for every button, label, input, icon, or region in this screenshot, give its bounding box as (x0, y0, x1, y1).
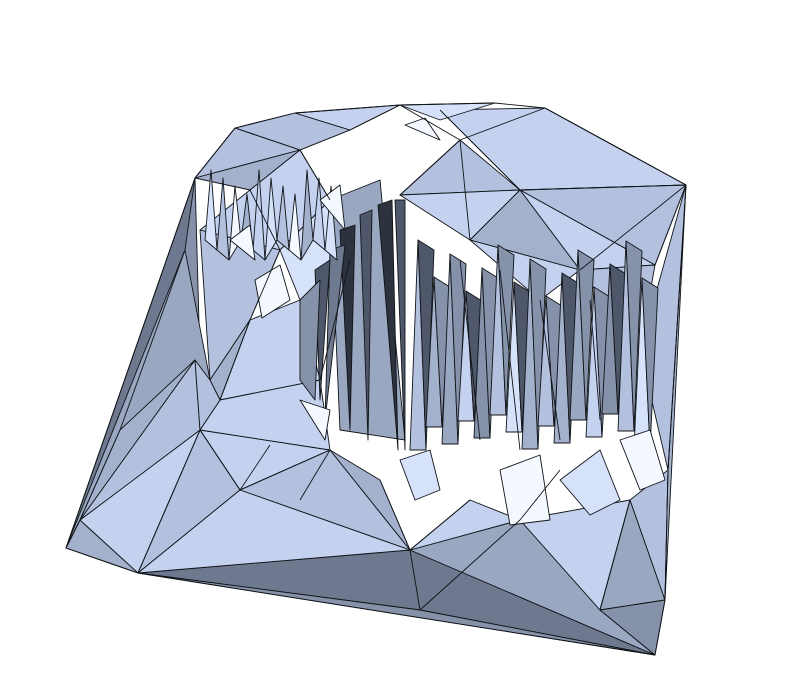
mesh-face (137, 489, 411, 574)
mesh-face (619, 429, 666, 491)
mesh-edge (119, 249, 186, 431)
mesh-face (216, 177, 230, 261)
mesh-face (394, 199, 406, 451)
mesh-face (299, 399, 331, 441)
mesh-edge (539, 299, 561, 441)
mesh-edge (499, 269, 521, 451)
mesh-faces (65, 102, 687, 656)
mesh-face (359, 209, 373, 441)
mesh-face (339, 224, 356, 431)
mesh-detail-edges (65, 104, 687, 611)
mesh-edge (319, 259, 351, 381)
mesh-face (641, 277, 659, 449)
mesh-face (288, 193, 302, 261)
mesh-edge (219, 319, 251, 401)
mesh-edge (459, 259, 481, 441)
mesh-face (404, 117, 441, 141)
mesh-face (229, 224, 256, 261)
mesh-face (319, 184, 346, 231)
mesh-edge (519, 184, 687, 191)
mesh-edge (409, 499, 471, 551)
mesh-face (194, 359, 221, 431)
mesh-edge (409, 549, 421, 611)
mesh-edge (249, 249, 281, 321)
mesh-face (299, 279, 321, 401)
mesh-edge (239, 444, 271, 491)
mesh-edge (379, 479, 411, 551)
mesh-edge (399, 104, 461, 141)
mesh-edge (589, 299, 601, 421)
mesh-face (499, 454, 551, 526)
mesh-edge (519, 469, 561, 521)
mesh-face (399, 449, 441, 501)
mesh-face (324, 185, 338, 261)
mesh-face (625, 240, 643, 432)
mesh-edge (299, 449, 331, 501)
mesh-face (324, 244, 346, 421)
mesh-edge (654, 184, 687, 266)
mesh-outline (65, 102, 687, 656)
mesh-edge (65, 519, 81, 549)
mesh-edge (399, 139, 461, 196)
mesh-edge (299, 149, 331, 201)
mesh-edge (599, 499, 631, 611)
mesh-face (377, 199, 399, 451)
mesh-edge (459, 139, 471, 241)
mesh-edge (234, 127, 301, 151)
mesh-face (276, 185, 290, 251)
mesh-edge (65, 102, 687, 656)
mesh-face (559, 449, 621, 516)
mesh-edge (299, 129, 351, 151)
mesh-edge (439, 109, 521, 191)
mesh-edge (579, 184, 687, 271)
mesh-edge (349, 104, 401, 131)
mesh-edge (249, 189, 281, 251)
mesh-face (264, 177, 278, 261)
mesh-edge (459, 107, 546, 141)
mesh-edge (419, 519, 521, 611)
mesh-edge (79, 429, 121, 521)
mesh-face (300, 169, 314, 261)
mesh-edge (137, 429, 201, 574)
mesh-face (577, 249, 595, 421)
mesh-face (312, 177, 326, 251)
mesh-face (204, 169, 218, 251)
